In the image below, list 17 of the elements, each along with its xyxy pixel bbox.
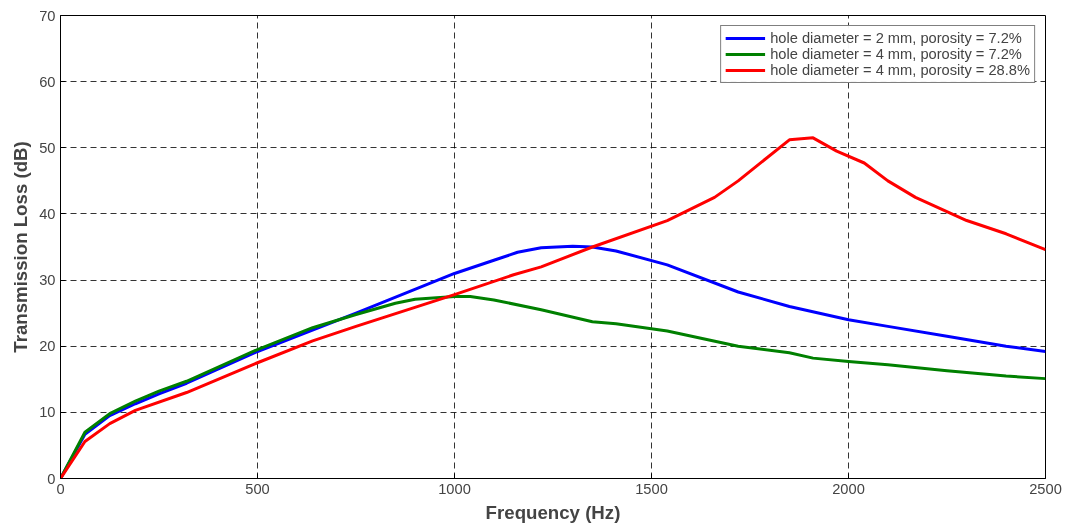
y-tick-label: 30 (39, 272, 56, 289)
y-tick-label: 20 (39, 338, 56, 355)
legend-label: hole diameter = 4 mm, porosity = 7.2% (770, 46, 1022, 62)
x-tick-label: 2000 (832, 480, 865, 497)
x-tick-label: 1000 (438, 480, 471, 497)
legend-label: hole diameter = 4 mm, porosity = 28.8% (770, 62, 1030, 78)
x-tick-label: 500 (245, 480, 270, 497)
y-tick-label: 10 (39, 404, 56, 421)
x-tick-label: 2500 (1029, 480, 1062, 497)
y-tick-label: 70 (39, 7, 56, 24)
y-axis-title: Transmission Loss (dB) (10, 141, 32, 353)
y-tick-label: 60 (39, 73, 56, 90)
legend-label: hole diameter = 2 mm, porosity = 7.2% (770, 30, 1022, 46)
x-axis-title: Frequency (Hz) (485, 501, 621, 523)
y-tick-label: 50 (39, 139, 56, 156)
y-tick-label: 40 (39, 205, 56, 222)
x-tick-label: 1500 (635, 480, 668, 497)
